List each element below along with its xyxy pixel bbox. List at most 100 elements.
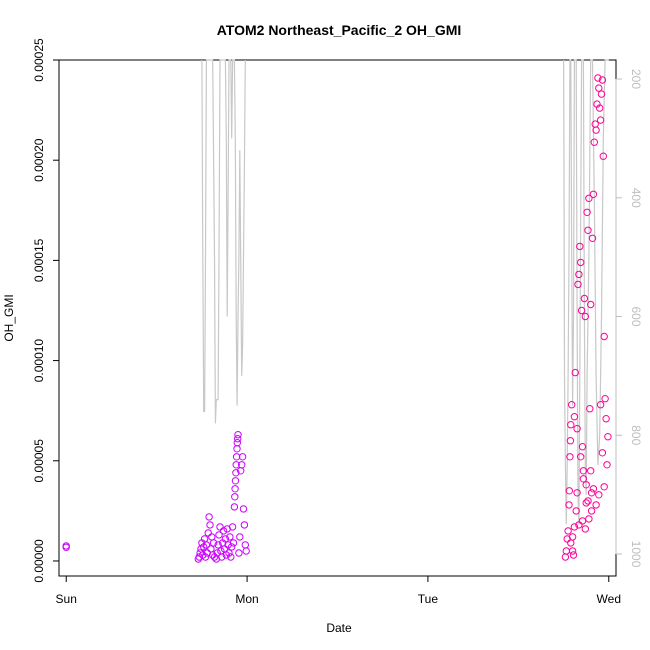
y2-tick-label: 600	[629, 306, 643, 326]
data-point	[573, 489, 581, 497]
data-point	[573, 425, 581, 433]
data-point	[589, 485, 598, 493]
data-point	[229, 539, 238, 547]
data-point	[592, 501, 600, 509]
data-point	[240, 521, 249, 529]
data-point	[580, 294, 589, 303]
data-point	[216, 523, 224, 531]
data-point	[209, 539, 218, 547]
data-point	[595, 491, 603, 499]
data-point	[569, 551, 578, 559]
y2-tick-label: 400	[629, 188, 643, 208]
chart-title: ATOM2 Northeast_Pacific_2 OH_GMI	[217, 22, 462, 38]
data-point	[202, 541, 211, 549]
pressure-line-layer	[201, 59, 609, 525]
data-point	[228, 543, 236, 551]
data-point	[600, 483, 608, 491]
data-point	[575, 270, 583, 279]
y-tick-label: 0.00010	[32, 339, 46, 383]
data-point	[231, 477, 240, 485]
data-point	[604, 433, 612, 441]
data-point	[231, 485, 239, 493]
data-point	[587, 467, 595, 475]
data-point	[233, 439, 242, 447]
data-point	[587, 507, 596, 515]
y2-tick-label: 1000	[629, 541, 643, 568]
data-point	[230, 503, 239, 511]
data-point	[567, 539, 575, 547]
data-point	[218, 553, 226, 561]
data-point	[219, 527, 228, 535]
y-tick-label: 0.00005	[32, 439, 46, 483]
y2-tick-label: 800	[629, 425, 643, 445]
data-point	[584, 226, 592, 235]
data-point	[231, 493, 239, 501]
data-point	[576, 242, 584, 251]
data-point	[207, 545, 215, 553]
data-point	[232, 469, 240, 477]
data-point	[585, 194, 593, 203]
data-point	[570, 523, 579, 531]
data-point	[568, 401, 576, 409]
data-point	[232, 461, 240, 469]
data-point	[582, 481, 590, 489]
data-point	[594, 74, 602, 82]
data-point	[228, 523, 237, 531]
data-point	[596, 104, 604, 112]
data-point	[578, 517, 587, 525]
data-point	[587, 300, 595, 309]
data-point	[572, 507, 580, 515]
x-axis-label: Date	[326, 621, 352, 635]
data-point	[562, 547, 570, 555]
data-point	[600, 332, 608, 341]
data-point	[238, 461, 246, 469]
pressure-line-segment-2	[563, 59, 609, 525]
data-point	[577, 258, 585, 267]
y-tick-label: 0.00015	[32, 238, 46, 282]
data-point	[577, 453, 585, 461]
data-point	[584, 497, 592, 505]
data-point	[601, 395, 609, 403]
data-point	[598, 449, 607, 457]
data-point	[561, 553, 570, 561]
data-point	[568, 533, 577, 541]
data-point	[582, 499, 590, 507]
data-point	[583, 208, 591, 217]
data-point	[234, 431, 242, 439]
data-point	[564, 527, 572, 535]
data-point	[599, 152, 607, 160]
data-point	[581, 312, 589, 321]
data-point	[603, 461, 611, 469]
data-point	[581, 525, 589, 533]
data-point	[226, 533, 234, 541]
data-point	[585, 515, 593, 523]
data-point	[570, 413, 579, 421]
data-point	[579, 475, 588, 483]
x-tick-label: Wed	[597, 592, 621, 606]
y-tick-label: 0.00000	[32, 539, 46, 583]
data-point	[574, 280, 582, 289]
data-point	[590, 138, 598, 146]
data-point	[602, 415, 610, 423]
data-point	[592, 126, 600, 134]
data-point	[566, 453, 574, 461]
data-point	[579, 467, 588, 475]
y-tick-label: 0.00020	[32, 138, 46, 182]
data-point	[597, 90, 606, 98]
y-axis: 0.00000 0.00005 0.00010 0.00015 0.00020 0.000…	[32, 38, 59, 583]
data-point	[204, 529, 212, 537]
y-axis-label: OH_GMI	[2, 294, 16, 341]
y2-tick-label: 200	[629, 69, 643, 89]
data-point	[595, 84, 603, 92]
data-point	[214, 541, 222, 549]
data-point	[578, 443, 587, 451]
data-point	[567, 421, 575, 429]
data-point	[62, 543, 70, 551]
data-point	[238, 453, 247, 461]
right-pressure-axis: 200 400 600 800 1000	[615, 69, 643, 568]
data-point	[221, 535, 230, 543]
data-point	[239, 505, 248, 513]
data-point	[587, 489, 596, 497]
y-tick-label: 0.00025	[32, 38, 46, 82]
